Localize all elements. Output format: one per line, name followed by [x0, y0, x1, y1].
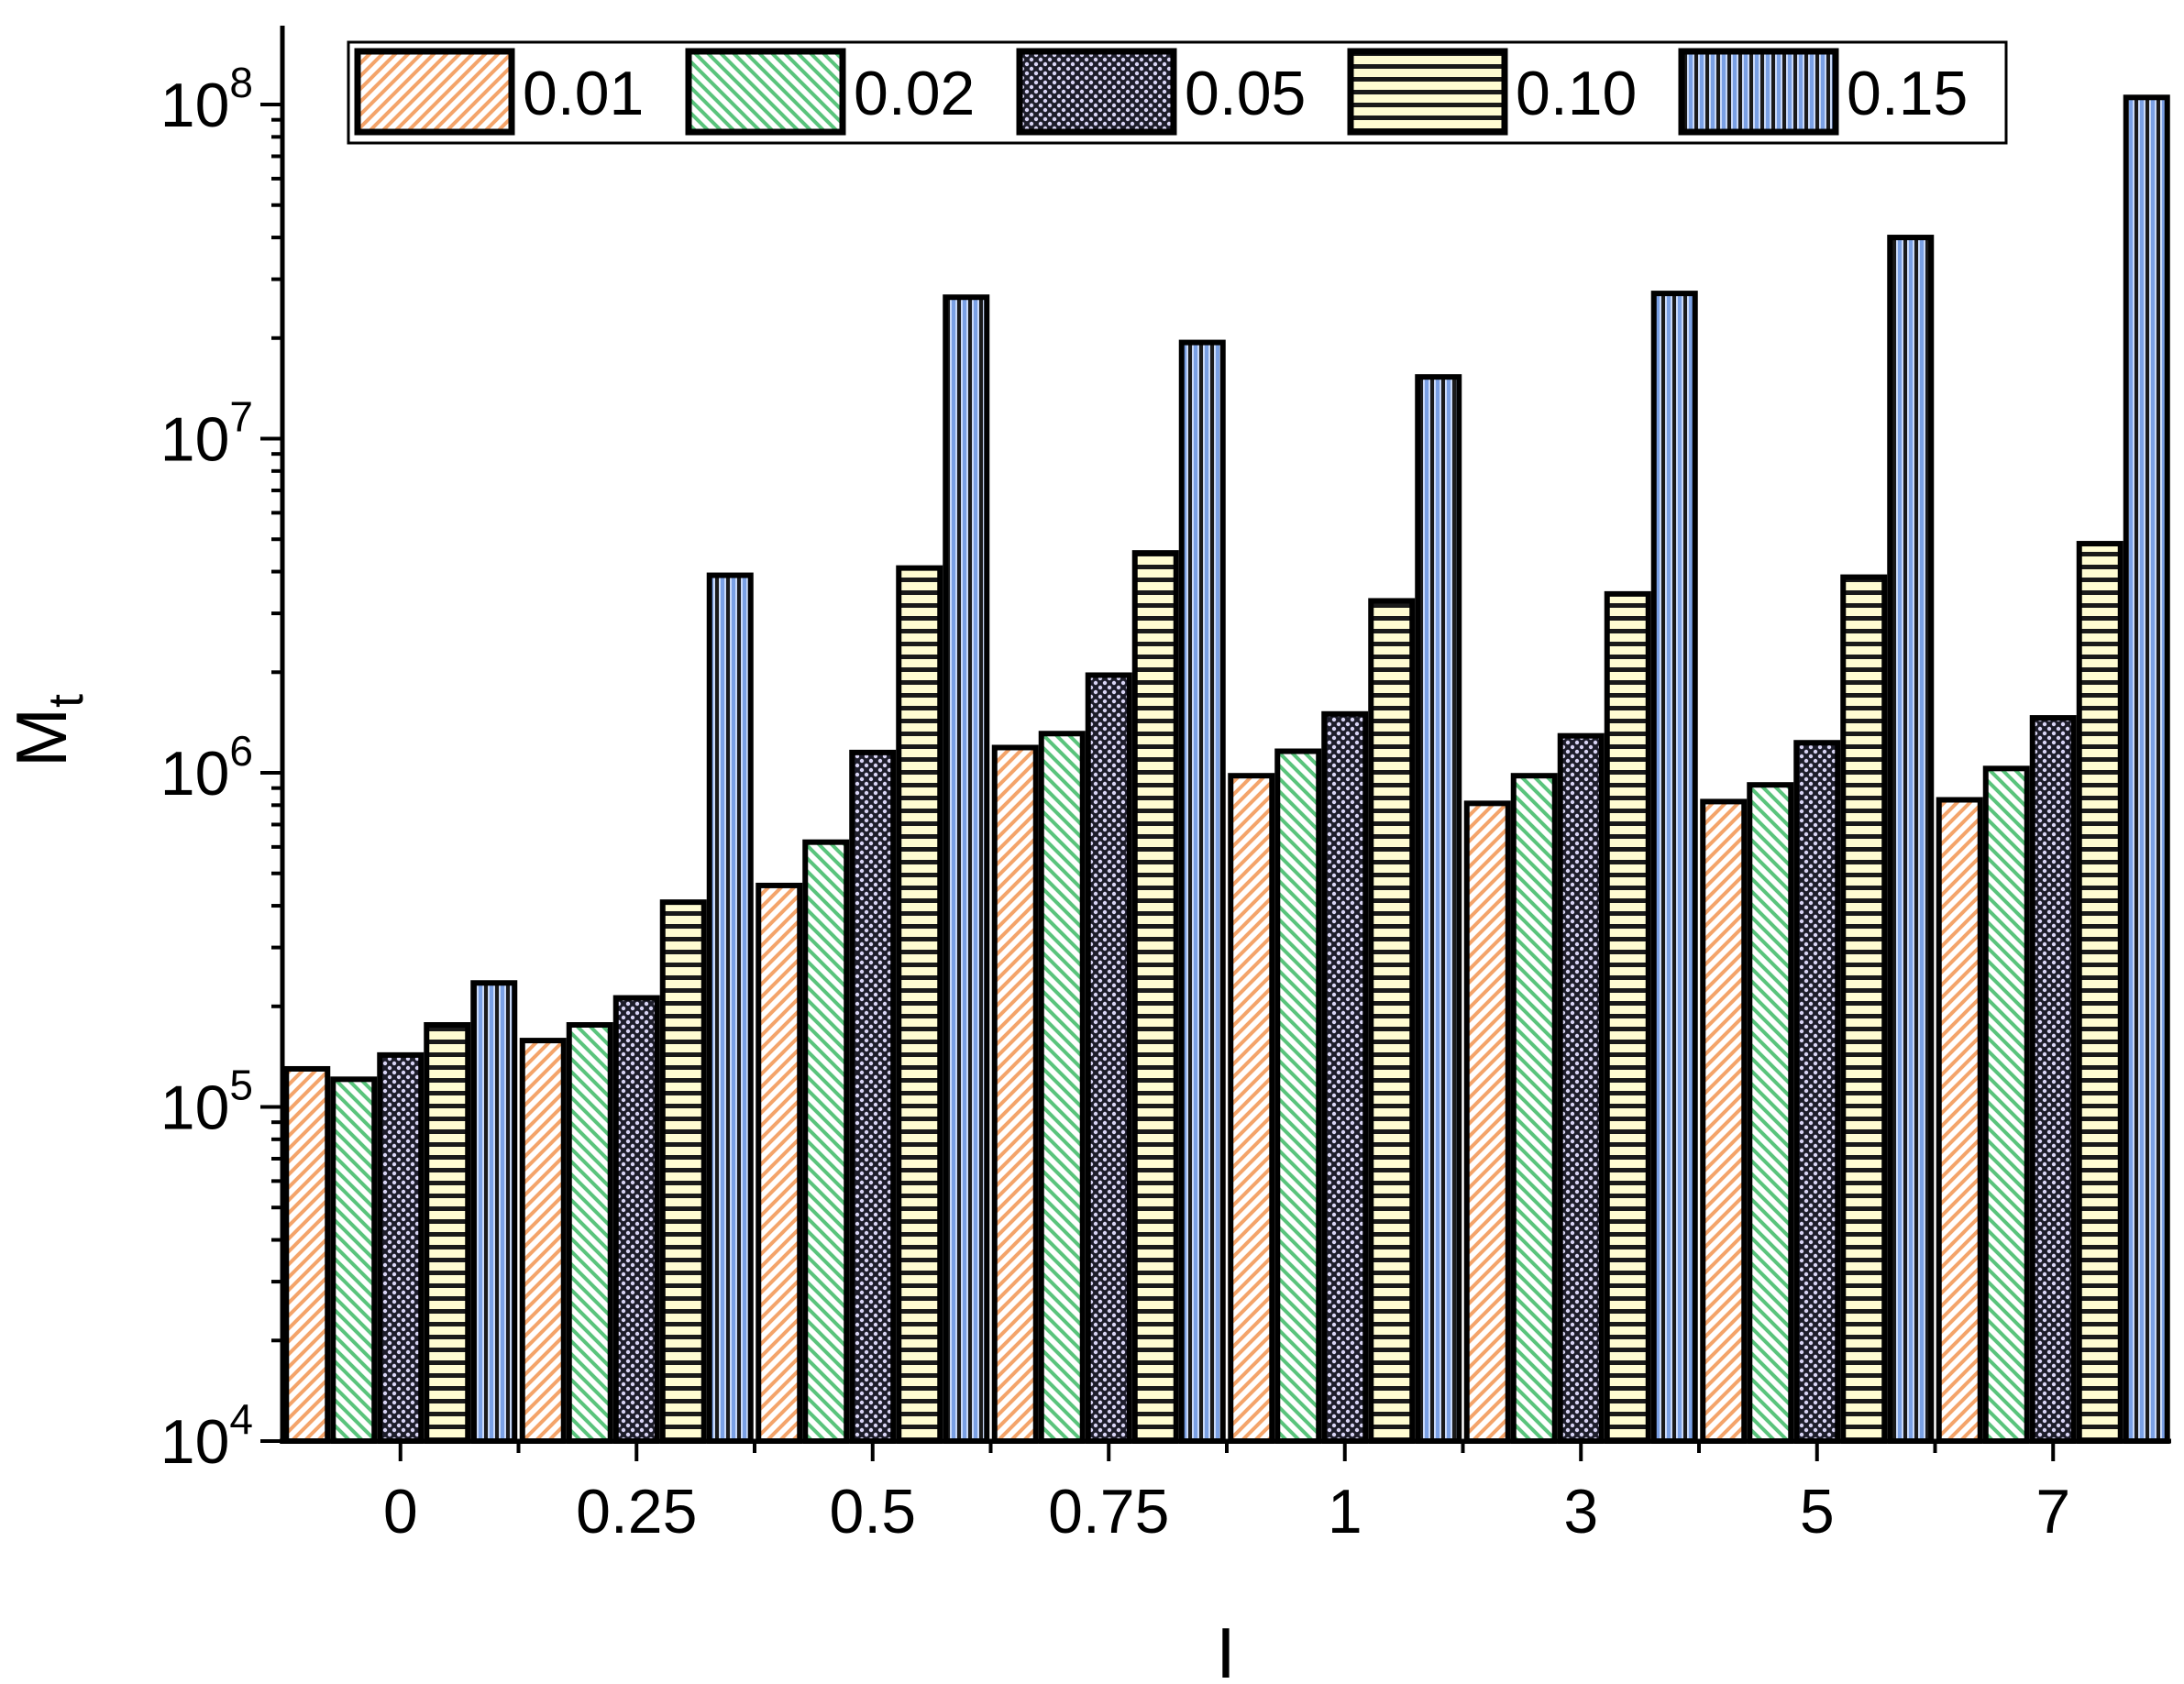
- bar-0.02-0.75: [1038, 731, 1086, 1444]
- x-axis-title: I: [1216, 1612, 1236, 1684]
- bar-0.10-1: [1368, 598, 1416, 1444]
- bar-0.05-0.75: [1085, 672, 1132, 1444]
- bar-0.05-7: [2029, 715, 2077, 1444]
- bar-0.01-1: [1228, 773, 1275, 1444]
- x-tick-label: 3: [1563, 1477, 1598, 1546]
- bars-layer: [283, 94, 2170, 1445]
- x-tick-label: 0.25: [576, 1477, 697, 1546]
- legend-label-0.15: 0.15: [1847, 59, 1968, 128]
- y-axis-title: Mt: [1, 694, 94, 767]
- bar-0.10-3: [1604, 590, 1651, 1444]
- legend-label-0.10: 0.10: [1516, 59, 1637, 128]
- bar-0.05-5: [1793, 740, 1841, 1444]
- legend: 0.01 0.02 0.05 0.10 0.15: [347, 40, 2008, 145]
- legend-swatch-0.05: [1016, 48, 1177, 136]
- y-tick-label: 105: [160, 1061, 253, 1142]
- bar-0.15-0.25: [706, 572, 754, 1444]
- x-tick-label: 0.5: [829, 1477, 916, 1546]
- bar-0.01-0: [283, 1065, 331, 1444]
- bar-0.10-0.75: [1131, 550, 1179, 1444]
- x-tick-label: 0.75: [1048, 1477, 1169, 1546]
- bar-0.15-3: [1650, 291, 1698, 1444]
- legend-label-0.01: 0.01: [523, 59, 644, 128]
- bar-0.10-0.5: [896, 565, 943, 1444]
- bar-0.15-1: [1415, 374, 1462, 1444]
- bar-0.05-0: [377, 1051, 425, 1444]
- y-axis-title-main: M: [1, 708, 82, 767]
- y-tick-label: 107: [160, 392, 253, 474]
- bar-0.02-0.25: [566, 1022, 613, 1445]
- bar-0.15-0.5: [943, 294, 990, 1444]
- bar-0.02-1: [1274, 748, 1322, 1444]
- legend-swatch-0.01: [354, 48, 515, 136]
- legend-label-0.02: 0.02: [854, 59, 975, 128]
- bar-0.15-0.75: [1178, 339, 1226, 1444]
- x-tick-label: 1: [1328, 1477, 1362, 1546]
- bar-0.01-0.75: [991, 744, 1039, 1444]
- x-tick-label: 5: [1800, 1477, 1835, 1546]
- bar-0.10-5: [1840, 574, 1888, 1444]
- bar-0.05-0.25: [612, 995, 660, 1445]
- bar-0.01-3: [1463, 800, 1511, 1444]
- legend-label-0.05: 0.05: [1185, 59, 1306, 128]
- bar-0.01-7: [1936, 797, 1983, 1444]
- bar-0.10-0.25: [659, 899, 707, 1444]
- legend-swatch-0.02: [685, 48, 846, 136]
- legend-swatch-0.10: [1347, 48, 1508, 136]
- y-axis-title-subscript: t: [39, 694, 94, 708]
- bar-0.15-0: [470, 980, 518, 1445]
- bar-0.01-0.25: [519, 1038, 567, 1444]
- x-tick-label: 0: [383, 1477, 418, 1546]
- y-tick-label: 108: [160, 59, 253, 140]
- bar-0.01-0.5: [756, 882, 803, 1444]
- tick-labels: 104 105 106 107 108 0 0.25 0.5 0.75 1 3 5 7: [160, 59, 2070, 1546]
- bar-0.02-7: [1982, 765, 2030, 1444]
- bar-0.02-0.5: [802, 839, 850, 1444]
- y-tick-label: 104: [160, 1395, 253, 1477]
- bar-0.01-5: [1700, 798, 1748, 1444]
- bar-0.15-5: [1887, 235, 1935, 1444]
- bar-0.02-0: [330, 1076, 378, 1444]
- bar-0.05-3: [1557, 732, 1605, 1444]
- bar-0.02-3: [1510, 773, 1558, 1444]
- bar-0.02-5: [1747, 782, 1794, 1444]
- x-tick-label: 7: [2035, 1477, 2070, 1546]
- bar-0.15-7: [2123, 94, 2170, 1445]
- bar-0.05-0.5: [849, 749, 897, 1444]
- bar-0.05-1: [1321, 710, 1369, 1444]
- y-tick-label: 106: [160, 727, 253, 809]
- svg-text:Mt: Mt: [1, 694, 94, 767]
- bar-0.10-0: [424, 1022, 471, 1445]
- axes: [260, 26, 2171, 1461]
- legend-swatch-0.15: [1678, 48, 1839, 136]
- bar-0.10-7: [2076, 541, 2123, 1444]
